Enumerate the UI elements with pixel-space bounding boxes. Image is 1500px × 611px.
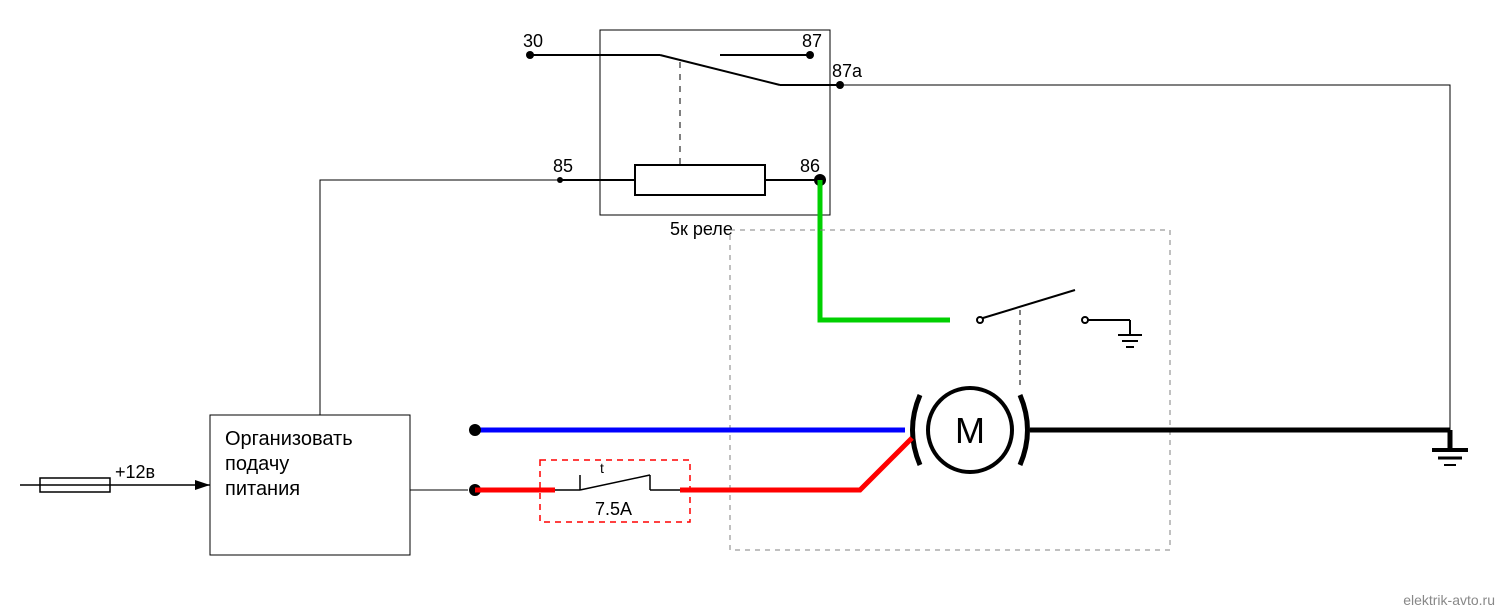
input-arrow [195, 480, 210, 490]
watermark: elektrik-avto.ru [1403, 592, 1495, 608]
pin87a-label: 87a [832, 61, 863, 81]
power-box-line2: подачу [225, 453, 289, 475]
fuse-t-label: t [600, 460, 604, 476]
relay-arm [660, 55, 780, 85]
relay-coil [635, 165, 765, 195]
motor-letter: M [955, 410, 985, 451]
wiring-diagram: 30 87 87a 85 86 5к реле M [0, 0, 1500, 611]
switch-right-node [1082, 317, 1088, 323]
power-box-line1: Организовать [225, 428, 353, 450]
pin87-terminal [806, 51, 814, 59]
pin87-label: 87 [802, 31, 822, 51]
relay-name-label: 5к реле [670, 219, 733, 239]
motor-brush-left [913, 395, 921, 465]
pin30-terminal [526, 51, 534, 59]
motor-brush-right [1020, 395, 1028, 465]
fuse-diag [580, 475, 650, 490]
wire-green [820, 180, 950, 320]
voltage-label: +12в [115, 462, 155, 482]
wire-red-2 [680, 438, 912, 490]
motor-module-box [730, 230, 1170, 550]
power-box-line3: питания [225, 478, 300, 500]
wire-87a-down [840, 85, 1450, 430]
wire-85-to-powerbox [320, 180, 560, 415]
blue-terminal [469, 424, 481, 436]
fuse-rating-label: 7.5А [595, 499, 632, 519]
pin30-label: 30 [523, 31, 543, 51]
switch-arm [983, 290, 1075, 318]
pin85-label: 85 [553, 156, 573, 176]
pin86-label: 86 [800, 156, 820, 176]
switch-left-node [977, 317, 983, 323]
